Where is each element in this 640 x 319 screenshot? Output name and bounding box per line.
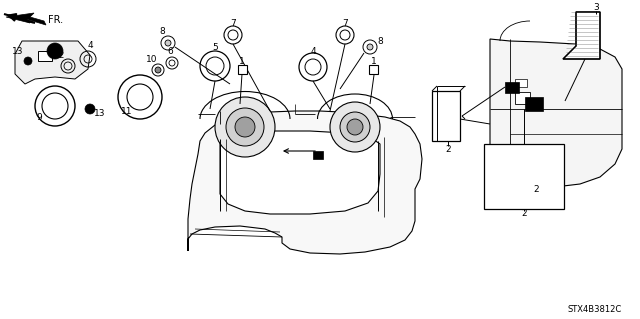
Bar <box>525 97 543 111</box>
Text: 4: 4 <box>310 47 316 56</box>
Text: 2: 2 <box>445 145 451 153</box>
Text: 9: 9 <box>36 113 42 122</box>
Bar <box>313 151 323 159</box>
Text: 6: 6 <box>167 48 173 56</box>
Text: 4: 4 <box>87 41 93 50</box>
Text: 8: 8 <box>159 27 165 36</box>
Text: 1: 1 <box>239 56 245 65</box>
Circle shape <box>85 104 95 114</box>
Circle shape <box>24 57 32 65</box>
Text: STX4B3812C: STX4B3812C <box>568 305 622 314</box>
Circle shape <box>226 108 264 146</box>
Text: 7: 7 <box>230 19 236 27</box>
Circle shape <box>155 67 161 73</box>
Polygon shape <box>188 111 422 254</box>
Polygon shape <box>220 131 380 214</box>
Bar <box>38 51 52 61</box>
Text: 8: 8 <box>377 36 383 46</box>
Bar <box>484 144 564 209</box>
Text: 2: 2 <box>533 184 539 194</box>
Bar <box>515 92 530 104</box>
Text: 12: 12 <box>54 50 66 60</box>
Bar <box>369 65 378 74</box>
Circle shape <box>347 119 363 135</box>
Bar <box>238 65 247 74</box>
Circle shape <box>165 40 171 46</box>
Text: 13: 13 <box>12 47 24 56</box>
Circle shape <box>235 117 255 137</box>
Text: 2: 2 <box>521 209 527 218</box>
Circle shape <box>340 112 370 142</box>
Text: 11: 11 <box>121 108 132 116</box>
Polygon shape <box>6 13 46 25</box>
Polygon shape <box>15 41 90 84</box>
Circle shape <box>330 102 380 152</box>
Circle shape <box>367 44 373 50</box>
Polygon shape <box>563 12 600 59</box>
Polygon shape <box>490 39 622 187</box>
Text: 10: 10 <box>147 55 157 63</box>
Bar <box>432 91 460 141</box>
Text: FR.: FR. <box>48 15 63 25</box>
Text: 5: 5 <box>212 43 218 53</box>
Circle shape <box>47 43 63 59</box>
Text: 13: 13 <box>94 109 106 118</box>
Text: 1: 1 <box>371 56 377 65</box>
Bar <box>515 79 527 87</box>
Text: 7: 7 <box>342 19 348 27</box>
Bar <box>505 82 519 93</box>
Circle shape <box>215 97 275 157</box>
Text: 3: 3 <box>593 4 599 12</box>
